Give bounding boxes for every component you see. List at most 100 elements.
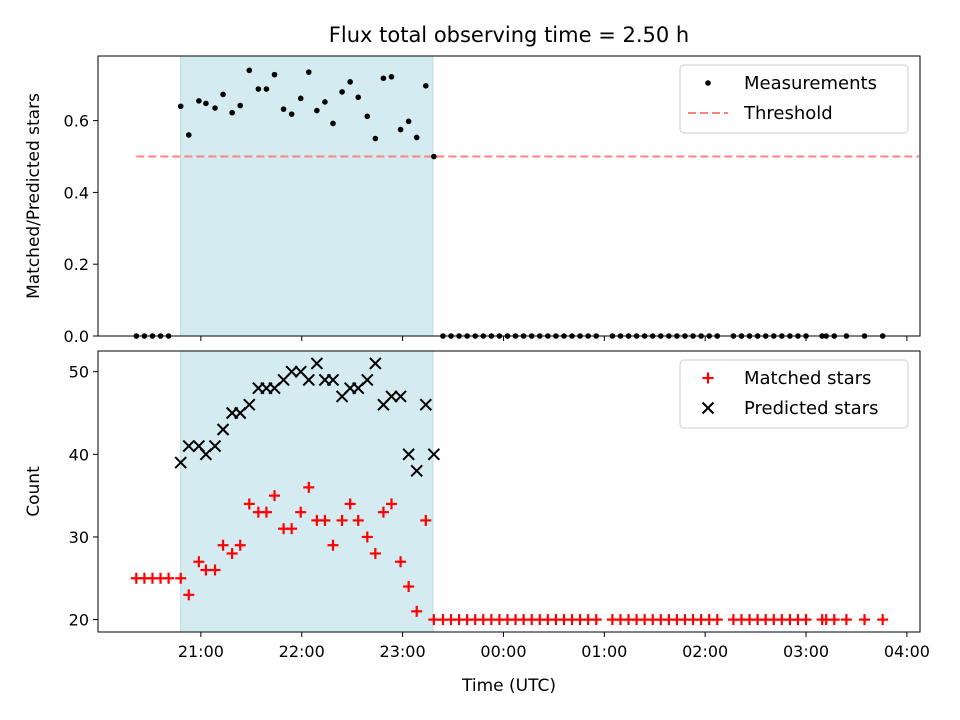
data-point xyxy=(177,103,184,110)
data-point xyxy=(175,572,187,584)
data-point xyxy=(372,135,379,142)
data-point-b xyxy=(174,456,187,469)
data-point xyxy=(405,118,412,125)
series-matched-stars xyxy=(130,481,889,626)
data-point-b xyxy=(243,398,256,411)
data-point xyxy=(193,556,205,568)
data-point xyxy=(403,581,415,593)
x-tick-label: 22:00 xyxy=(279,642,325,661)
chart-title: Flux total observing time = 2.50 h xyxy=(329,23,689,47)
data-point-b xyxy=(285,365,298,378)
data-point-b xyxy=(402,448,415,461)
data-point-b xyxy=(369,357,382,370)
y-axis-label: Matched/Predicted stars xyxy=(24,93,44,299)
data-point xyxy=(260,506,272,518)
data-point xyxy=(590,614,602,626)
data-point xyxy=(183,589,195,601)
data-point xyxy=(255,86,262,92)
data-point xyxy=(397,126,404,133)
data-point-b xyxy=(385,390,398,403)
data-point xyxy=(326,373,340,387)
data-point xyxy=(369,357,382,370)
data-point xyxy=(303,481,315,493)
legend-label: Matched stars xyxy=(744,368,871,389)
data-point xyxy=(877,614,889,626)
data-point xyxy=(385,498,397,510)
axes-frame xyxy=(97,350,921,633)
panel-ratio: 0.0 0.2 0.4 0.6 Matched/Predicted stars Measu… xyxy=(24,55,921,346)
data-point xyxy=(229,109,235,116)
data-point xyxy=(174,456,187,469)
data-point-b xyxy=(410,464,423,478)
data-point xyxy=(339,89,345,95)
legend-swatch-b xyxy=(701,401,715,415)
data-point-b xyxy=(419,398,432,411)
data-point xyxy=(269,490,281,502)
data-point xyxy=(203,100,209,107)
data-point xyxy=(185,132,192,138)
data-point-b xyxy=(216,423,230,436)
data-point xyxy=(385,390,398,403)
y-tick-label: 40 xyxy=(69,445,89,464)
data-point xyxy=(427,448,441,461)
data-point xyxy=(209,564,221,576)
data-point xyxy=(361,531,373,543)
data-point xyxy=(234,539,246,551)
data-point xyxy=(352,514,364,526)
x-tick-label: 23:00 xyxy=(380,642,426,661)
data-point xyxy=(217,539,229,551)
data-point xyxy=(286,523,298,535)
data-point xyxy=(243,498,255,510)
data-point xyxy=(226,547,238,559)
legend-swatch xyxy=(701,401,715,415)
legend-label: Measurements xyxy=(744,73,877,94)
data-point xyxy=(271,71,278,78)
legend-box xyxy=(679,64,909,134)
legend-box xyxy=(679,359,909,429)
data-point-b xyxy=(427,448,441,461)
data-point xyxy=(840,614,852,626)
data-point xyxy=(336,514,348,526)
data-point-b xyxy=(326,373,340,387)
data-point xyxy=(388,74,395,80)
data-point xyxy=(828,614,840,626)
legend-swatch xyxy=(702,372,714,384)
data-point xyxy=(285,365,298,378)
data-point-b xyxy=(361,373,374,387)
panel-count: 20 30 40 50 21:00 22:00 23:00 00:00 01:00 02:00 03… xyxy=(24,350,930,661)
data-point xyxy=(431,153,437,160)
data-point xyxy=(163,572,175,584)
data-point xyxy=(419,398,432,411)
data-point xyxy=(420,514,432,526)
data-point xyxy=(330,120,336,127)
y-tick-label: 50 xyxy=(69,363,89,382)
data-point xyxy=(263,86,270,92)
data-point xyxy=(344,498,356,510)
legend-label: Threshold xyxy=(743,103,833,124)
data-point-b xyxy=(192,439,206,453)
data-point-b xyxy=(208,439,222,453)
data-point xyxy=(212,105,218,111)
x-tick-label: 03:00 xyxy=(783,642,829,661)
data-point xyxy=(361,373,374,387)
data-point xyxy=(243,398,256,411)
data-point xyxy=(305,69,312,75)
data-point xyxy=(310,357,324,370)
data-point xyxy=(220,91,226,98)
y-tick-label: 0.6 xyxy=(64,112,89,131)
data-point xyxy=(380,75,387,82)
data-point xyxy=(410,464,423,478)
axes-frame xyxy=(97,55,921,337)
data-point xyxy=(196,98,202,104)
legend: Measurements Threshold xyxy=(679,64,909,134)
data-point xyxy=(182,439,195,453)
x-tick-label: 01:00 xyxy=(581,642,627,661)
data-point xyxy=(297,95,304,102)
data-point xyxy=(800,614,812,626)
x-tick-label: 04:00 xyxy=(884,642,930,661)
x-tick-label: 02:00 xyxy=(682,642,728,661)
y-tick-label: 30 xyxy=(69,528,89,547)
data-point xyxy=(322,99,328,105)
x-axis-label: Time (UTC) xyxy=(461,676,556,696)
